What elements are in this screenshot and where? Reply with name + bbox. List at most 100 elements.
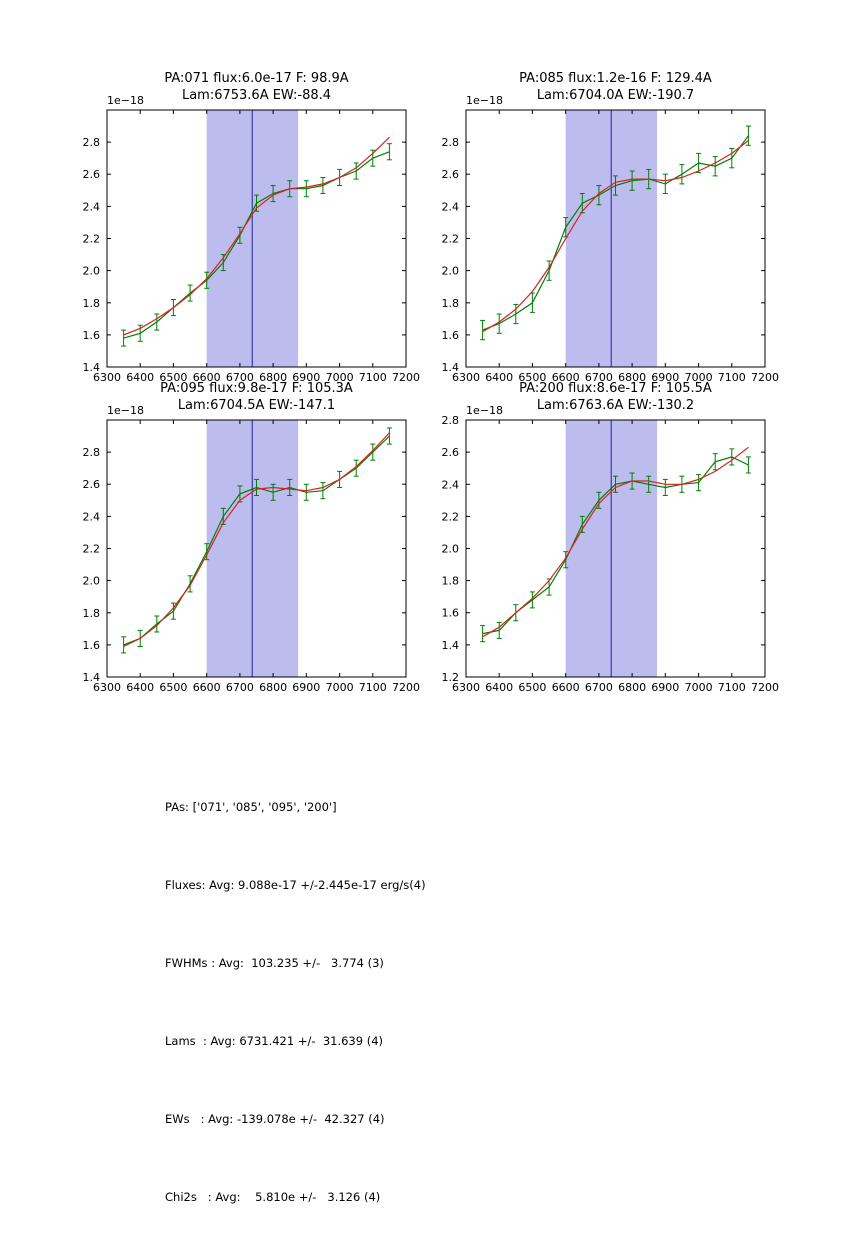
- svg-text:7000: 7000: [685, 371, 713, 384]
- chart-title-line2: Lam:6753.6A EW:-88.4: [181, 88, 332, 103]
- svg-text:2.0: 2.0: [83, 265, 101, 278]
- svg-text:7000: 7000: [685, 681, 713, 694]
- spectrum-plot: 6300 6400 6500 6600 6700 6800 6900 7000 7100 7200…: [442, 109, 779, 384]
- svg-text:6900: 6900: [651, 681, 679, 694]
- svg-text:2.4: 2.4: [442, 200, 460, 213]
- svg-text:2.2: 2.2: [83, 233, 101, 246]
- svg-text:2.2: 2.2: [83, 543, 101, 556]
- svg-text:2.6: 2.6: [83, 478, 101, 491]
- svg-text:6600: 6600: [552, 681, 580, 694]
- spectrum-plot: 6300 6400 6500 6600 6700 6800 6900 7000 7100 7200…: [83, 109, 420, 384]
- svg-text:6300: 6300: [93, 681, 121, 694]
- svg-text:2.8: 2.8: [442, 136, 460, 149]
- summary-line-fluxes: Fluxes: Avg: 9.088e-17 +/-2.445e-17 erg/…: [165, 878, 426, 892]
- svg-text:2.0: 2.0: [442, 265, 460, 278]
- svg-text:1.4: 1.4: [442, 639, 460, 652]
- svg-text:7200: 7200: [751, 371, 779, 384]
- y-axis-offset-label: 1e−18: [466, 404, 503, 417]
- summary-line-fwhms: FWHMs : Avg: 103.235 +/- 3.774 (3): [165, 956, 384, 970]
- summary-line-pas: PAs: ['071', '085', '095', '200']: [165, 800, 337, 814]
- svg-text:2.2: 2.2: [442, 510, 460, 523]
- svg-text:6700: 6700: [585, 371, 613, 384]
- svg-text:6600: 6600: [552, 371, 580, 384]
- svg-text:1.4: 1.4: [83, 671, 101, 684]
- svg-text:6900: 6900: [292, 371, 320, 384]
- svg-text:6400: 6400: [485, 681, 513, 694]
- y-axis-offset-label: 1e−18: [466, 94, 503, 107]
- chart-title-line1: PA:071 flux:6.0e-17 F: 98.9A: [164, 71, 349, 86]
- svg-text:1.6: 1.6: [442, 329, 460, 342]
- chart-title-line2: Lam:6763.6A EW:-130.2: [536, 398, 695, 413]
- svg-text:6900: 6900: [292, 681, 320, 694]
- svg-text:7100: 7100: [718, 371, 746, 384]
- svg-text:2.4: 2.4: [83, 510, 101, 523]
- svg-text:6700: 6700: [585, 681, 613, 694]
- svg-text:7000: 7000: [326, 681, 354, 694]
- svg-text:2.8: 2.8: [83, 136, 101, 149]
- chart-title: PA:095 flux:9.8e-17 F: 105.3A Lam:6704.5…: [107, 380, 406, 414]
- svg-text:6600: 6600: [193, 371, 221, 384]
- y-axis-offset-label: 1e−18: [107, 94, 144, 107]
- spectrum-panel-pa095: PA:095 flux:9.8e-17 F: 105.3A Lam:6704.5…: [50, 370, 421, 705]
- svg-text:2.6: 2.6: [442, 446, 460, 459]
- svg-text:7200: 7200: [751, 681, 779, 694]
- svg-text:7200: 7200: [392, 681, 420, 694]
- summary-block: PAs: ['071', '085', '095', '200'] Fluxes…: [165, 742, 426, 1236]
- svg-text:6400: 6400: [485, 371, 513, 384]
- svg-text:1.8: 1.8: [442, 575, 460, 588]
- svg-text:1.4: 1.4: [442, 361, 460, 374]
- svg-text:6600: 6600: [193, 681, 221, 694]
- svg-text:6800: 6800: [618, 681, 646, 694]
- svg-text:2.4: 2.4: [442, 478, 460, 491]
- svg-text:2.8: 2.8: [83, 446, 101, 459]
- svg-text:6500: 6500: [518, 681, 546, 694]
- svg-text:1.4: 1.4: [83, 361, 101, 374]
- svg-text:6400: 6400: [126, 371, 154, 384]
- svg-text:7100: 7100: [359, 371, 387, 384]
- svg-text:6300: 6300: [93, 371, 121, 384]
- spectrum-panel-pa071: PA:071 flux:6.0e-17 F: 98.9A Lam:6753.6A…: [50, 60, 421, 395]
- svg-text:7200: 7200: [392, 371, 420, 384]
- svg-text:1.2: 1.2: [442, 671, 460, 684]
- y-axis-offset-label: 1e−18: [107, 404, 144, 417]
- svg-text:1.8: 1.8: [83, 607, 101, 620]
- spectrum-panel-pa200: PA:200 flux:8.6e-17 F: 105.5A Lam:6763.6…: [409, 370, 780, 705]
- summary-line-lams: Lams : Avg: 6731.421 +/- 31.639 (4): [165, 1034, 384, 1048]
- chart-title-line1: PA:200 flux:8.6e-17 F: 105.5A: [519, 381, 712, 396]
- svg-text:2.0: 2.0: [83, 575, 101, 588]
- svg-text:7100: 7100: [718, 681, 746, 694]
- svg-text:6800: 6800: [618, 371, 646, 384]
- svg-text:2.6: 2.6: [83, 168, 101, 181]
- chart-title-line2: Lam:6704.5A EW:-147.1: [177, 398, 336, 413]
- summary-line-chi2s: Chi2s : Avg: 5.810e +/- 3.126 (4): [165, 1190, 381, 1204]
- svg-text:6800: 6800: [259, 371, 287, 384]
- spectrum-panel-pa085: PA:085 flux:1.2e-16 F: 129.4A Lam:6704.0…: [409, 60, 780, 395]
- chart-title: PA:071 flux:6.0e-17 F: 98.9A Lam:6753.6A…: [107, 70, 406, 104]
- svg-text:6700: 6700: [226, 681, 254, 694]
- svg-text:1.8: 1.8: [442, 297, 460, 310]
- svg-text:6400: 6400: [126, 681, 154, 694]
- svg-text:1.6: 1.6: [442, 607, 460, 620]
- svg-text:6900: 6900: [651, 371, 679, 384]
- svg-text:2.8: 2.8: [442, 414, 460, 427]
- chart-title-line1: PA:095 flux:9.8e-17 F: 105.3A: [160, 381, 353, 396]
- spectrum-plot: 6300 6400 6500 6600 6700 6800 6900 7000 7100 7200…: [442, 414, 780, 694]
- svg-text:7100: 7100: [359, 681, 387, 694]
- chart-title: PA:200 flux:8.6e-17 F: 105.5A Lam:6763.6…: [466, 380, 765, 414]
- svg-text:6300: 6300: [452, 371, 480, 384]
- svg-text:2.6: 2.6: [442, 168, 460, 181]
- spectrum-plot: 6300 6400 6500 6600 6700 6800 6900 7000 7100 7200…: [83, 419, 420, 694]
- svg-text:6500: 6500: [159, 681, 187, 694]
- chart-title: PA:085 flux:1.2e-16 F: 129.4A Lam:6704.0…: [466, 70, 765, 104]
- summary-line-ews: EWs : Avg: -139.078e +/- 42.327 (4): [165, 1112, 385, 1126]
- svg-text:6500: 6500: [159, 371, 187, 384]
- svg-text:2.4: 2.4: [83, 200, 101, 213]
- svg-text:1.8: 1.8: [83, 297, 101, 310]
- svg-text:2.0: 2.0: [442, 543, 460, 556]
- svg-text:2.2: 2.2: [442, 233, 460, 246]
- svg-text:6800: 6800: [259, 681, 287, 694]
- chart-title-line1: PA:085 flux:1.2e-16 F: 129.4A: [519, 71, 712, 86]
- svg-text:1.6: 1.6: [83, 329, 101, 342]
- svg-text:6300: 6300: [452, 681, 480, 694]
- svg-text:7000: 7000: [326, 371, 354, 384]
